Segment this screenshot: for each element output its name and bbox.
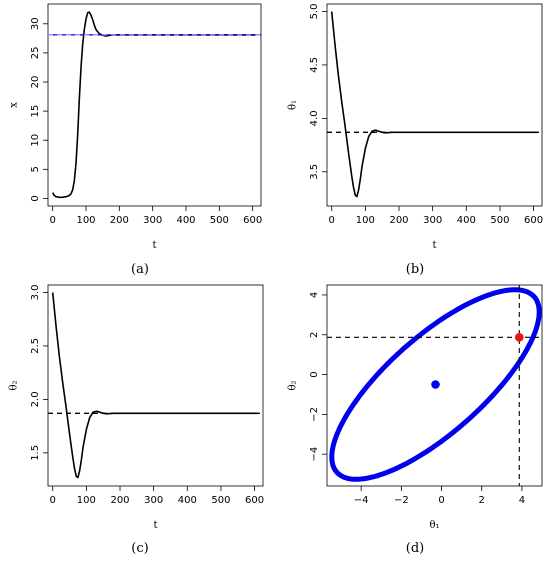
x-tick-label: 300	[144, 495, 163, 506]
x-tick-label: 500	[211, 495, 230, 506]
true-value-point	[514, 333, 524, 342]
x-axis-label: t	[432, 240, 436, 251]
x-tick-label: 0	[50, 495, 56, 506]
x-tick-label: −4	[354, 495, 369, 506]
y-axis-label: x	[9, 102, 20, 108]
x-tick-label: 500	[490, 215, 509, 226]
y-tick-label: 4.5	[309, 57, 320, 73]
x-tick-label: 100	[76, 215, 95, 226]
x-tick-label: 200	[110, 215, 129, 226]
y-tick-label: 25	[30, 47, 41, 60]
y-tick-label: 5	[30, 166, 41, 172]
y-tick-label: 0	[309, 371, 320, 377]
plot-frame	[326, 284, 543, 487]
y-tick-label: 2	[309, 332, 320, 338]
panel-caption: (b)	[406, 262, 424, 277]
x-axis-label: t	[152, 240, 156, 251]
plot-area	[327, 285, 542, 486]
x-tick-label: 200	[110, 495, 129, 506]
plot-frame	[47, 3, 262, 207]
panel-caption: (c)	[131, 541, 148, 556]
y-tick-label: 15	[30, 105, 41, 118]
plot-frame	[47, 284, 264, 487]
panel-caption: (d)	[406, 541, 424, 556]
x-tick-label: 2	[479, 495, 485, 506]
x-tick-label: 600	[524, 215, 543, 226]
y-tick-label: 0	[30, 195, 41, 201]
x-tick-label: 0	[49, 215, 55, 226]
y-tick-label: 20	[30, 76, 41, 89]
panel-3	[43, 284, 264, 491]
x-tick-label: 100	[77, 495, 96, 506]
x-tick-label: 0	[438, 495, 444, 506]
x-axis-label: t	[153, 520, 157, 531]
y-tick-label: 3.0	[30, 285, 41, 301]
y-tick-label: 5.0	[309, 4, 320, 20]
y-axis-label: θ₂	[9, 380, 20, 390]
series-line	[51, 11, 256, 199]
plot-frame	[326, 3, 543, 207]
x-tick-label: 300	[423, 215, 442, 226]
series-line	[330, 11, 537, 198]
plot-area	[48, 292, 263, 479]
confidence-ellipse	[329, 287, 542, 482]
x-tick-label: −2	[394, 495, 409, 506]
panel-1	[43, 3, 262, 211]
x-tick-label: 0	[329, 215, 335, 226]
panel-caption: (a)	[131, 262, 149, 277]
center-point	[431, 380, 440, 389]
panel-2	[322, 3, 543, 211]
y-tick-label: 4.0	[309, 110, 320, 126]
x-tick-label: 600	[245, 495, 264, 506]
x-tick-label: 400	[178, 495, 197, 506]
x-tick-label: 100	[356, 215, 375, 226]
y-tick-label: 30	[30, 17, 41, 30]
y-tick-label: 4	[309, 292, 320, 298]
y-tick-label: −4	[309, 447, 320, 462]
y-axis-label: θ₂	[288, 380, 299, 390]
x-tick-label: 500	[210, 215, 229, 226]
y-tick-label: 2.5	[30, 338, 41, 354]
y-tick-label: 10	[30, 134, 41, 147]
y-tick-label: −2	[309, 407, 320, 422]
panel-4	[322, 284, 543, 491]
x-tick-label: 4	[519, 495, 525, 506]
x-axis-label: θ₁	[429, 520, 439, 531]
x-tick-label: 400	[457, 215, 476, 226]
x-tick-label: 600	[243, 215, 262, 226]
plot-area	[327, 11, 542, 198]
y-axis-label: θ₁	[288, 100, 299, 110]
y-tick-label: 1.5	[30, 445, 41, 461]
x-tick-label: 300	[143, 215, 162, 226]
series-line	[51, 292, 258, 479]
y-tick-label: 2.0	[30, 391, 41, 407]
x-tick-label: 200	[389, 215, 408, 226]
plot-area	[48, 11, 261, 199]
y-tick-label: 3.5	[309, 164, 320, 180]
x-tick-label: 400	[176, 215, 195, 226]
